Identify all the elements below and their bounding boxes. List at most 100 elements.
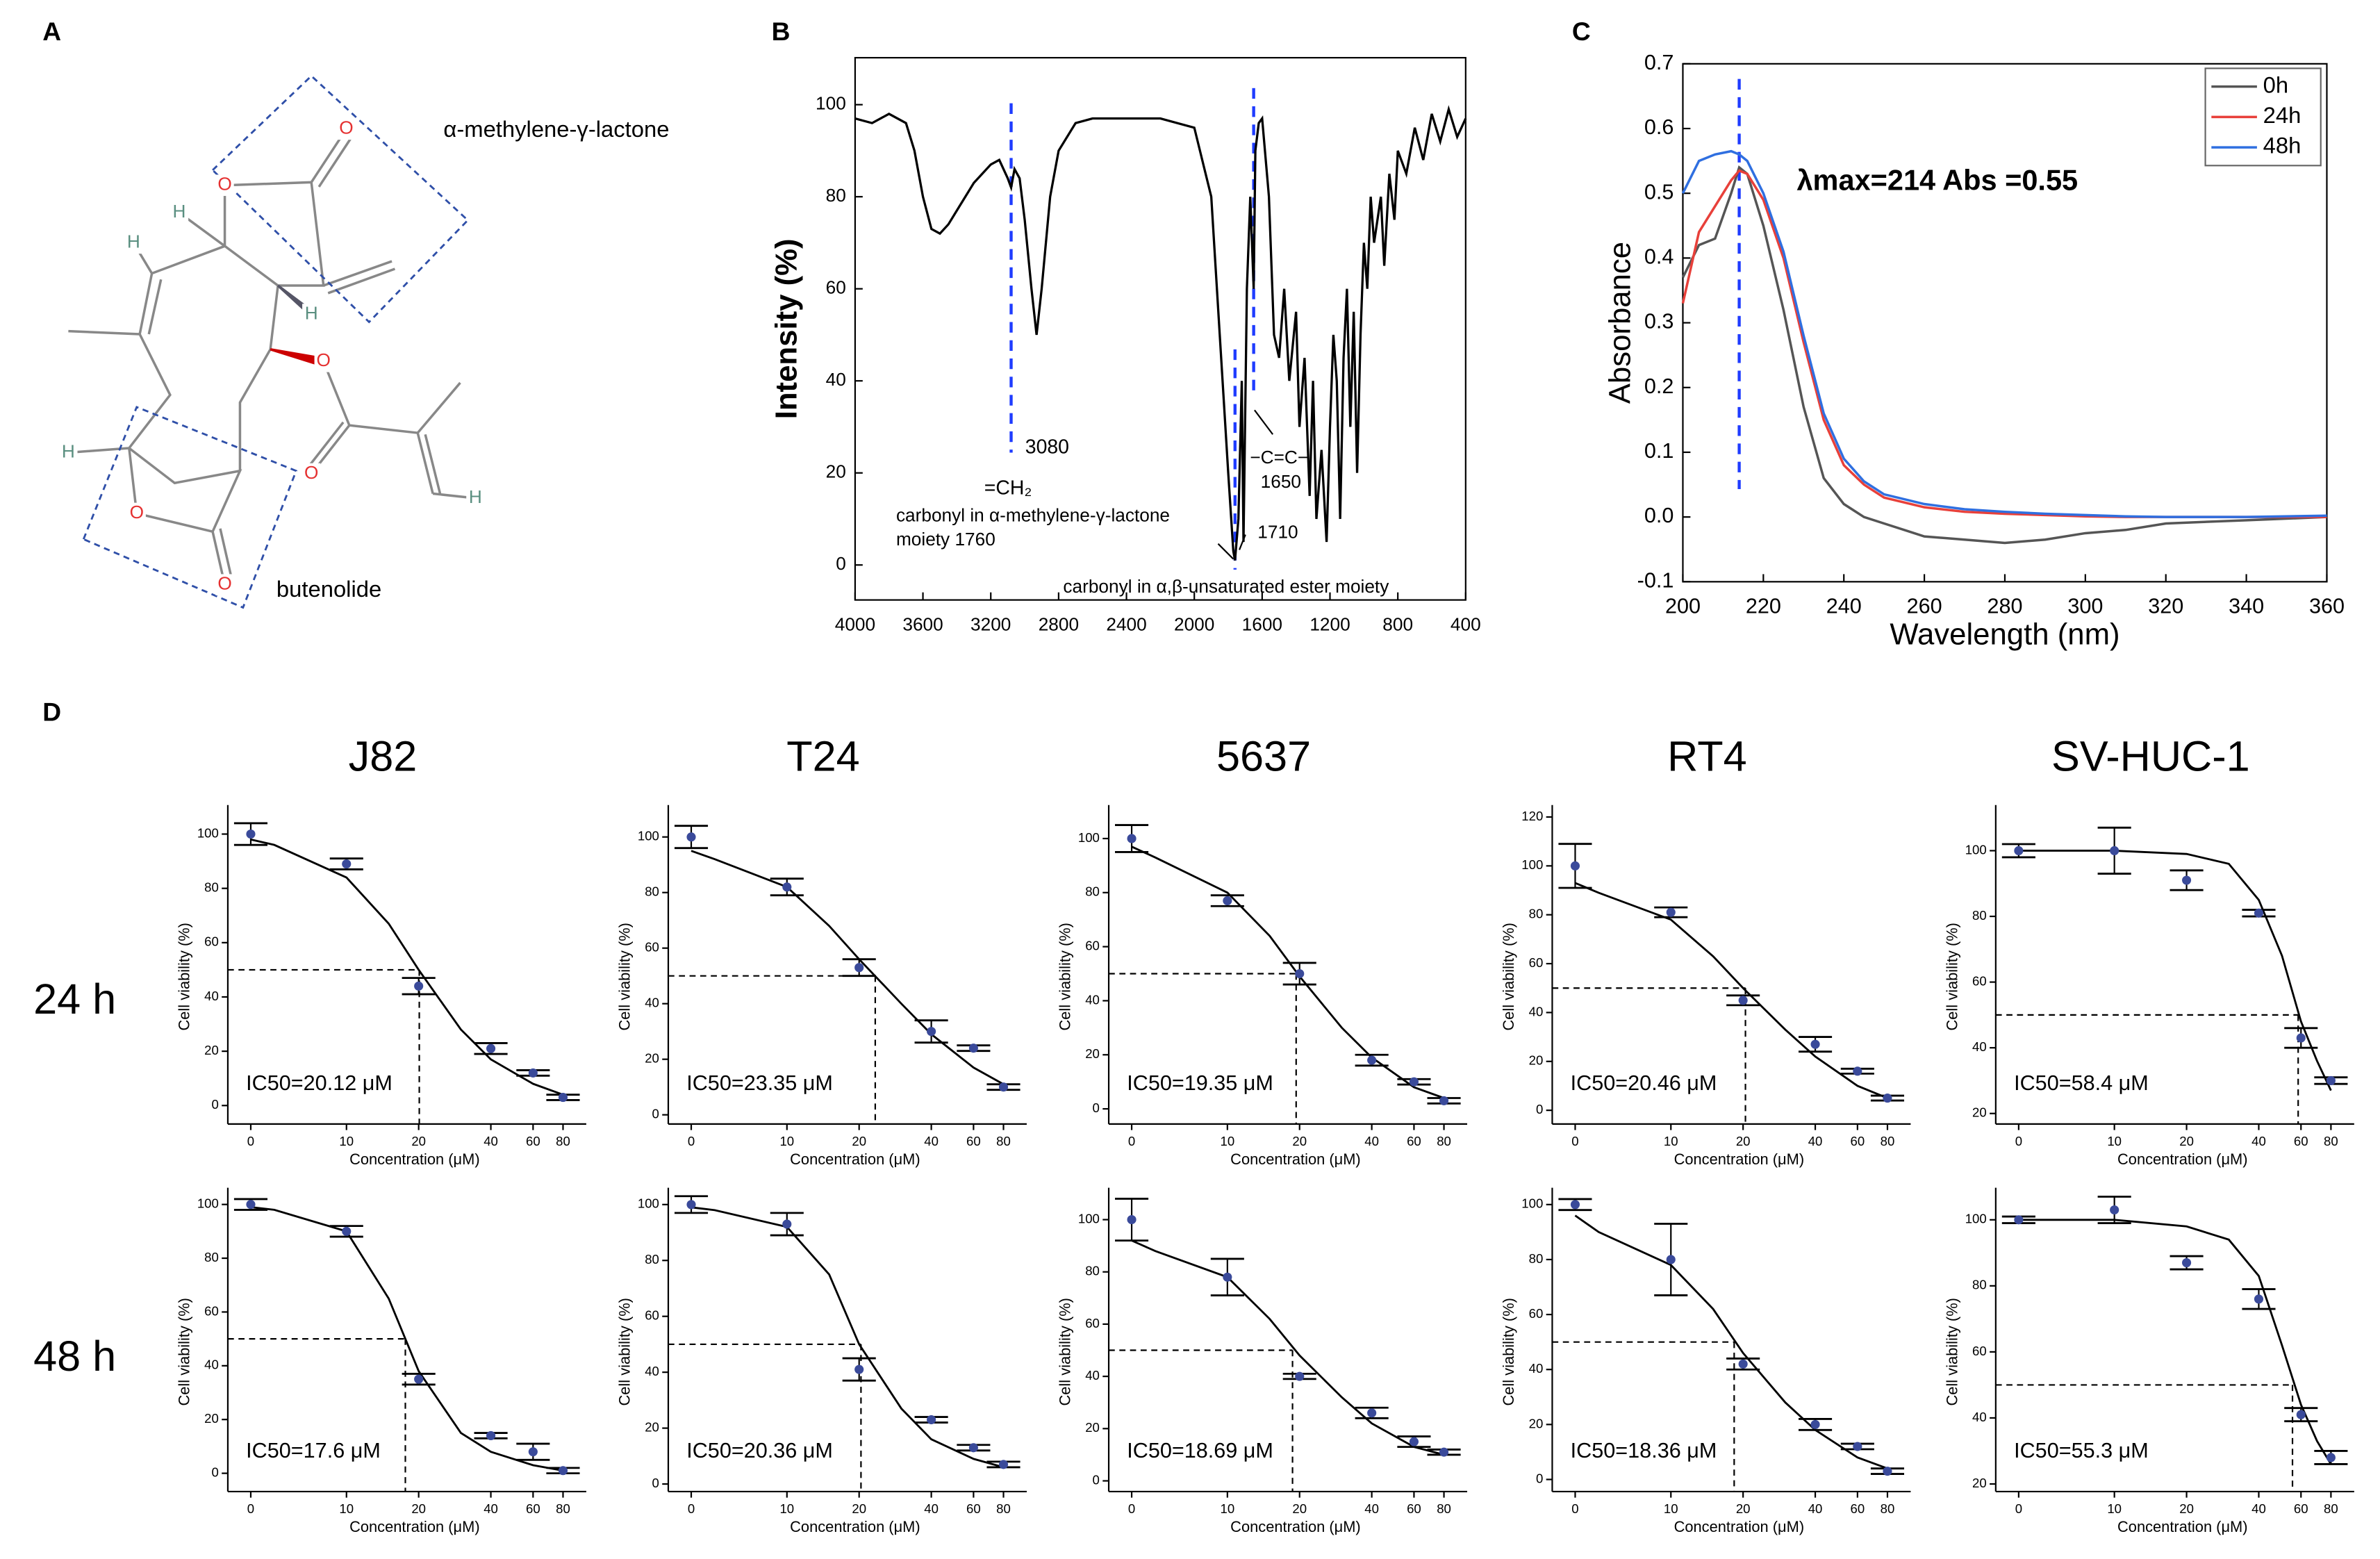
data-point	[1810, 1039, 1820, 1049]
y-axis-label: Cell viability (%)	[1500, 923, 1517, 1030]
y-tick-label: 20	[645, 1420, 659, 1435]
atom-label: O	[130, 502, 144, 522]
data-point	[2182, 875, 2192, 885]
highlight-box	[82, 406, 298, 609]
data-point	[1409, 1437, 1419, 1446]
data-point	[1439, 1447, 1449, 1457]
x-tick-label: 0	[688, 1134, 695, 1148]
x-tick-label: 40	[924, 1134, 939, 1148]
data-point	[968, 1443, 978, 1453]
x-tick-label: 20	[852, 1501, 866, 1516]
annotation: 1650	[1261, 471, 1301, 492]
data-point	[1853, 1066, 1862, 1076]
x-tick-label: 80	[1437, 1501, 1451, 1516]
y-axis-label: Cell viability (%)	[616, 1298, 634, 1405]
x-tick-label: 80	[1881, 1501, 1895, 1516]
atom-label: O	[217, 573, 231, 594]
x-tick-label: 80	[2324, 1501, 2338, 1516]
atom-label: O	[304, 462, 318, 483]
x-tick-label: 1200	[1309, 614, 1350, 635]
y-tick-label: 60	[1972, 1344, 1987, 1358]
y-tick-label: 80	[1529, 907, 1544, 921]
x-tick-label: 20	[411, 1501, 426, 1516]
data-point	[1883, 1467, 1892, 1476]
annotation: carbonyl in α,β-unsaturated ester moiety	[1063, 576, 1389, 597]
x-tick-label: 240	[1826, 595, 1862, 618]
data-point	[2014, 1215, 2024, 1225]
x-tick-label: 0	[1571, 1134, 1578, 1148]
y-tick-label: 80	[1529, 1251, 1544, 1266]
column-title: SV-HUC-1	[2051, 732, 2250, 780]
y-tick-label: 60	[1085, 939, 1100, 953]
fit-curve	[2018, 850, 2332, 1091]
x-tick-label: 20	[852, 1134, 866, 1148]
atom-bg	[337, 118, 356, 140]
y-tick-label: 80	[1972, 908, 1987, 923]
x-axis-label: Concentration (μM)	[1674, 1150, 1805, 1168]
x-tick-label: 200	[1665, 595, 1701, 618]
label: α-methylene-γ-lactone	[443, 116, 669, 142]
data-line	[1681, 149, 2327, 518]
x-tick-label: 60	[2294, 1134, 2308, 1148]
y-tick-label: 0.0	[1644, 504, 1674, 527]
y-axis-label: Intensity (%)	[769, 238, 803, 419]
y-tick-label: 40	[826, 369, 846, 390]
panel-label: D	[42, 697, 61, 726]
data-point	[2296, 1033, 2306, 1043]
ic50-label: IC50=18.36 μM	[1571, 1439, 1717, 1462]
x-tick-label: 20	[1292, 1134, 1307, 1148]
data-point	[558, 1466, 568, 1476]
x-tick-label: 10	[339, 1134, 354, 1148]
y-tick-label: 100	[1521, 857, 1543, 872]
y-tick-label: 0	[836, 553, 846, 574]
x-tick-label: 60	[2294, 1501, 2308, 1516]
x-tick-label: 60	[1407, 1501, 1421, 1516]
y-tick-label: 40	[1085, 1368, 1100, 1383]
data-point	[782, 882, 792, 892]
data-point	[342, 1226, 352, 1236]
data-point	[1853, 1442, 1862, 1451]
data-point	[2326, 1075, 2336, 1085]
atom-bg	[215, 174, 234, 197]
atom-label: H	[305, 302, 318, 323]
atom-bg	[127, 502, 146, 525]
x-tick-label: 60	[526, 1501, 540, 1516]
y-tick-label: 80	[204, 1250, 219, 1264]
x-tick-label: 40	[1364, 1501, 1379, 1516]
x-tick-label: 0	[688, 1501, 695, 1516]
annotation: −C=C−	[1250, 447, 1308, 468]
y-tick-label: 60	[1529, 955, 1544, 970]
legend-label: 0h	[2263, 72, 2288, 97]
y-tick-label: 40	[1085, 992, 1100, 1007]
y-tick-label: 80	[1085, 1264, 1100, 1278]
data-point	[1439, 1096, 1449, 1105]
x-tick-label: 0	[247, 1501, 254, 1516]
x-tick-label: 10	[1221, 1501, 1235, 1516]
x-tick-label: 260	[1907, 595, 1942, 618]
y-tick-label: 60	[645, 940, 659, 955]
x-tick-label: 60	[1851, 1501, 1865, 1516]
y-tick-label: 0	[1093, 1472, 1100, 1487]
atom-bg	[302, 304, 321, 325]
annotation: 3080	[1025, 436, 1069, 458]
y-tick-label: 20	[1972, 1105, 1987, 1120]
annotation: =CH₂	[984, 477, 1032, 499]
y-tick-label: 0.6	[1644, 115, 1674, 139]
x-tick-label: 1600	[1242, 614, 1282, 635]
data-point	[686, 832, 696, 842]
x-tick-label: 0	[1571, 1501, 1578, 1516]
y-tick-label: 0.4	[1644, 245, 1674, 268]
data-point	[414, 981, 424, 991]
x-tick-label: 3200	[970, 614, 1011, 635]
y-tick-label: 0	[211, 1465, 218, 1480]
data-point	[1666, 1255, 1676, 1264]
x-tick-label: 40	[2251, 1501, 2266, 1516]
x-tick-label: 20	[1292, 1501, 1307, 1516]
y-tick-label: 0	[1536, 1471, 1543, 1485]
y-tick-label: 20	[1529, 1053, 1544, 1068]
fit-curve	[691, 1206, 1004, 1469]
x-tick-label: 80	[1881, 1134, 1895, 1148]
column-title: RT4	[1667, 732, 1747, 780]
